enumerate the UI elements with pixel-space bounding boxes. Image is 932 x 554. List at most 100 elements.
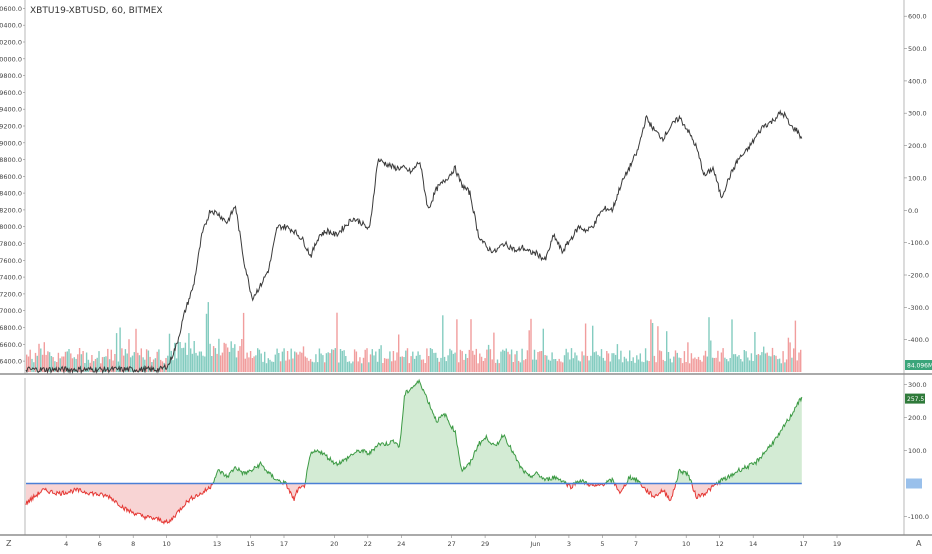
- volume-bar: [336, 312, 338, 372]
- volume-bar: [639, 353, 641, 372]
- volume-bar: [346, 361, 349, 372]
- volume-bar: [616, 344, 619, 372]
- volume-bar: [704, 350, 707, 372]
- volume-bar: [31, 358, 33, 372]
- volume-bar: [724, 357, 726, 372]
- spread-tick-label: -100.0: [908, 239, 929, 247]
- volume-bar: [586, 355, 589, 372]
- volume-bar: [177, 341, 179, 372]
- volume-bar: [641, 361, 643, 372]
- volume-bar: [285, 360, 287, 372]
- volume-bar: [385, 358, 388, 372]
- volume-bar: [604, 360, 606, 372]
- time-tick-label: 4: [64, 540, 68, 548]
- volume-bar: [368, 362, 370, 372]
- time-tick-label: 6: [98, 540, 102, 548]
- volume-bar: [549, 360, 552, 372]
- volume-bar: [426, 348, 428, 372]
- volume-bar: [717, 350, 719, 372]
- volume-bar: [771, 347, 774, 372]
- volume-bar: [248, 357, 250, 372]
- volume-bar: [343, 350, 345, 372]
- volume-bar: [302, 346, 305, 372]
- volume-bar: [182, 347, 185, 372]
- volume-bar: [218, 338, 220, 372]
- volume-bar: [309, 359, 312, 372]
- volume-bar: [607, 353, 610, 372]
- volume-bar: [170, 350, 172, 372]
- volume-bar: [577, 360, 580, 372]
- volume-bar: [443, 356, 446, 372]
- volume-bar: [496, 359, 499, 372]
- axes: 6400.06600.06800.07000.07200.07400.07600…: [0, 5, 929, 548]
- lower-tick-label: 200.0: [908, 414, 927, 422]
- volume-bar: [255, 355, 257, 372]
- volume-bar: [260, 353, 262, 372]
- volume-bar: [650, 319, 652, 372]
- volume-bar: [338, 362, 340, 372]
- volume-bar: [290, 348, 292, 372]
- volume-bar: [288, 359, 291, 372]
- volume-badge-label: 84.096M: [907, 363, 932, 370]
- volume-bar: [26, 354, 28, 372]
- auto-scale-icon[interactable]: A: [916, 539, 922, 548]
- volume-bar: [551, 352, 553, 372]
- price-tick-label: 9200.0: [0, 123, 22, 131]
- volume-bar: [664, 361, 666, 372]
- spread-tick-label: 100.0: [908, 174, 927, 182]
- volume-bar: [172, 360, 174, 372]
- volume-bar: [701, 361, 703, 372]
- time-tick-label: 14: [749, 540, 757, 548]
- volume-bar: [138, 355, 141, 372]
- volume-bar: [123, 355, 125, 372]
- spread-tick-label: 400.0: [908, 77, 927, 85]
- volume-bar: [272, 361, 275, 372]
- volume-bar: [697, 356, 700, 372]
- volume-bar: [87, 359, 90, 372]
- volume-bar: [438, 361, 440, 372]
- volume-bar: [227, 347, 229, 372]
- volume-bar: [468, 349, 470, 372]
- volume-bar: [294, 351, 296, 372]
- volume-bar: [766, 352, 768, 372]
- volume-bar: [629, 350, 631, 372]
- volume-bar: [620, 350, 622, 372]
- time-tick-label: 27: [447, 540, 455, 548]
- volume-bar: [168, 333, 171, 372]
- volume-bar: [576, 355, 578, 372]
- volume-bar: [142, 357, 144, 372]
- volume-bar: [311, 361, 313, 372]
- volume-bar: [181, 348, 183, 372]
- volume-bar: [588, 360, 590, 372]
- volume-bar: [63, 356, 65, 372]
- volume-bar: [161, 361, 164, 372]
- volume-bar: [530, 318, 532, 372]
- lower-badge-label: 257.5: [907, 396, 924, 403]
- volume-bar: [544, 355, 546, 372]
- volume-bar: [232, 347, 234, 372]
- timezone-icon[interactable]: Z: [6, 539, 12, 548]
- volume-bar: [299, 351, 301, 372]
- volume-bar: [399, 356, 402, 372]
- volume-bar: [61, 356, 63, 372]
- volume-bar: [212, 346, 215, 372]
- volume-bar: [41, 354, 44, 372]
- volume-value-badge: 84.096M: [905, 360, 932, 370]
- volume-bar: [345, 356, 347, 372]
- price-tick-label: 8600.0: [0, 173, 22, 181]
- volume-bar: [428, 356, 430, 372]
- volume-bar: [286, 351, 289, 372]
- volume-bar: [711, 357, 714, 372]
- volume-bar: [237, 350, 239, 372]
- volume-bar: [764, 353, 767, 372]
- volume-bar: [486, 349, 488, 372]
- volume-bar: [563, 355, 566, 372]
- price-tick-label: 7800.0: [0, 240, 22, 248]
- volume-bar: [242, 312, 245, 372]
- volume-bar: [246, 352, 248, 372]
- volume-bar: [352, 361, 354, 372]
- volume-bar: [230, 341, 232, 372]
- volume-bar: [56, 362, 58, 372]
- volume-bar: [331, 349, 333, 372]
